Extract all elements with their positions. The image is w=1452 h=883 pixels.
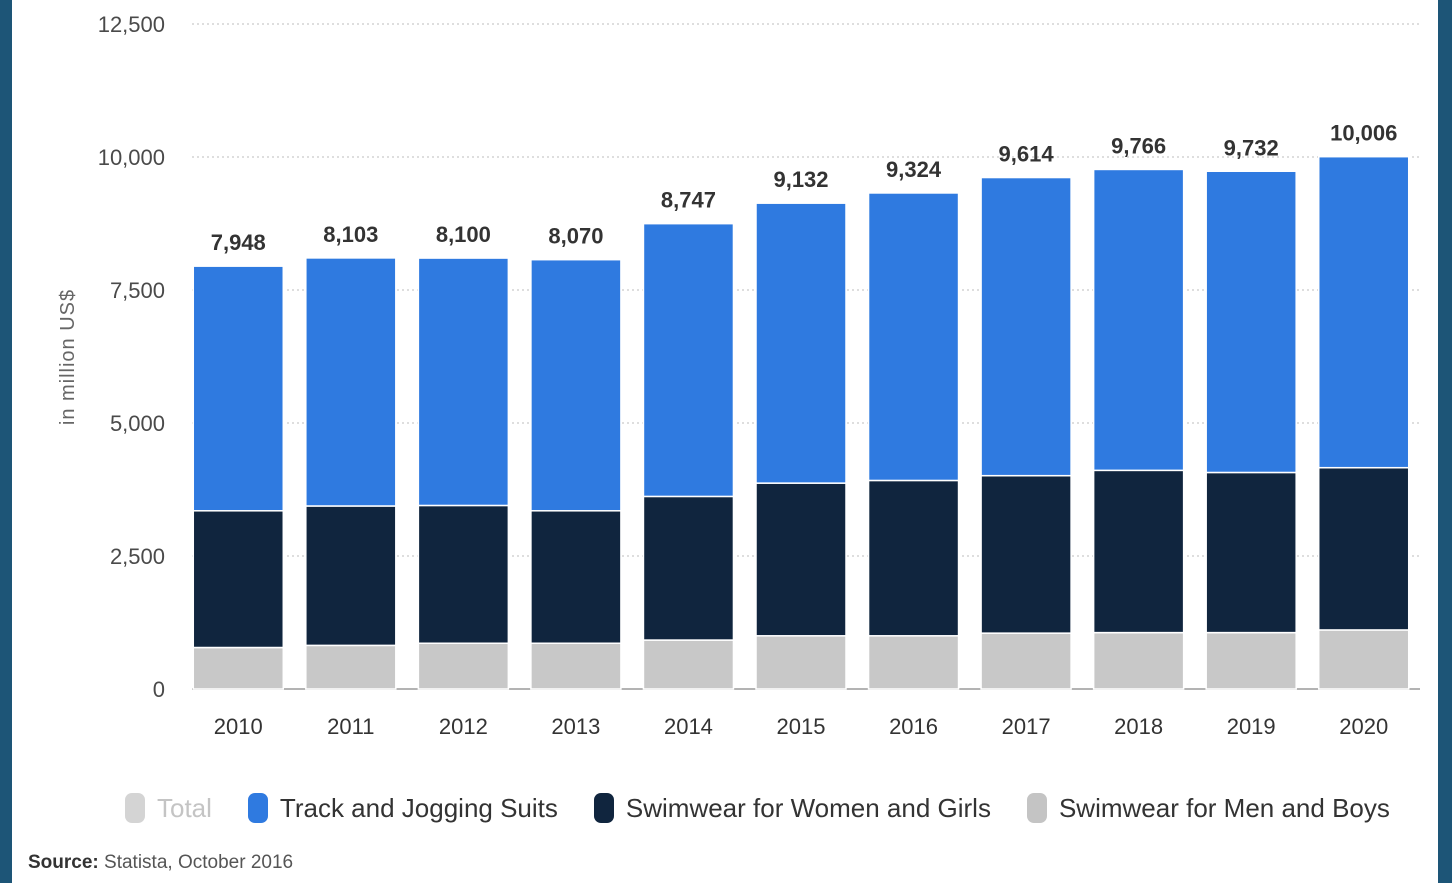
bar-segment (192, 646, 285, 690)
bar-segment (417, 504, 510, 644)
bar-segment (867, 192, 960, 482)
y-tick-label: 10,000 (98, 145, 165, 170)
bar-segment (530, 258, 622, 512)
total-data-label: 8,103 (323, 222, 378, 247)
legend-label: Swimwear for Men and Boys (1058, 792, 1390, 823)
bar-segment (1317, 629, 1410, 690)
source-note: Source: Statista, October 2016 (28, 852, 293, 874)
legend: Total Track and Jogging Suits Swimwear f… (125, 790, 1426, 826)
bar-segment (305, 257, 397, 507)
legend-swatch (593, 793, 614, 823)
x-tick-label: 2020 (1339, 714, 1388, 739)
bar-segment (642, 639, 735, 690)
bar-segment (1205, 471, 1297, 634)
x-tick-label: 2011 (327, 714, 374, 739)
total-data-label: 8,100 (436, 222, 491, 247)
bar-segment (417, 642, 510, 690)
bar-segment (192, 510, 285, 649)
bar-segment (755, 202, 847, 484)
bar-segment (417, 257, 510, 507)
bar-segment (530, 510, 622, 644)
bar-segment (305, 644, 397, 690)
bar-segment (1317, 155, 1410, 469)
x-tick-label: 2010 (214, 714, 263, 739)
bar-segment (530, 642, 622, 690)
bar-segment (1205, 631, 1297, 690)
bar-segment (642, 495, 735, 641)
total-data-label: 8,747 (661, 188, 716, 213)
source-text: Statista, October 2016 (98, 852, 294, 873)
legend-item-total[interactable]: Total (125, 793, 212, 824)
chart-panel: 0 2,500 5,000 7,500 10,000 12,500 in million U… (12, 0, 1438, 883)
x-tick-label: 2014 (664, 714, 713, 739)
bar-segment (1092, 469, 1185, 634)
bar-segment (755, 635, 847, 690)
bar-segment (1205, 170, 1297, 474)
total-data-label: 9,132 (773, 167, 828, 192)
x-tick-label: 2013 (551, 714, 600, 739)
legend-swatch (125, 793, 145, 823)
x-tick-label: 2017 (1002, 714, 1051, 739)
y-tick-label: 0 (153, 677, 165, 702)
x-tick-label: 2012 (439, 714, 488, 739)
bar-segment (305, 505, 397, 647)
total-data-label: 7,948 (211, 230, 266, 255)
x-tick-label: 2016 (889, 714, 938, 739)
bar-segment (867, 479, 960, 637)
total-data-label: 9,766 (1111, 133, 1166, 158)
legend-label: Total (157, 792, 212, 823)
bar-segment (867, 635, 960, 690)
bar-segment (980, 474, 1072, 634)
total-data-label: 9,614 (999, 142, 1055, 167)
total-data-label: 10,006 (1330, 121, 1397, 146)
legend-swatch (1026, 793, 1047, 823)
bar-segment (980, 176, 1072, 477)
source-prefix: Source: (28, 852, 99, 873)
total-data-label: 9,732 (1224, 135, 1279, 160)
bar-chart: 0 2,500 5,000 7,500 10,000 12,500 in million U… (57, 12, 1420, 739)
total-data-label: 8,070 (548, 224, 603, 249)
legend-swatch (247, 793, 268, 823)
x-tick-label: 2015 (777, 714, 826, 739)
bar-segment (755, 482, 847, 637)
bar-segment (980, 632, 1072, 690)
y-axis-title: in million US$ (57, 289, 79, 425)
bar-segment (1092, 631, 1185, 690)
legend-label: Track and Jogging Suits (279, 792, 558, 823)
x-tick-label: 2019 (1227, 714, 1276, 739)
bar-segment (1317, 466, 1410, 631)
legend-item-track-and-jogging-suits[interactable]: Track and Jogging Suits (247, 792, 558, 824)
total-data-label: 9,324 (886, 157, 942, 182)
bar-segment (1092, 168, 1185, 472)
bar-segment (642, 222, 735, 498)
legend-item-swimwear-men-boys[interactable]: Swimwear for Men and Boys (1026, 792, 1390, 824)
y-tick-label: 2,500 (110, 544, 165, 569)
x-tick-label: 2018 (1114, 714, 1163, 739)
bar-segment (192, 265, 285, 512)
legend-label: Swimwear for Women and Girls (625, 792, 991, 823)
y-tick-label: 12,500 (98, 12, 165, 37)
legend-item-swimwear-women-girls[interactable]: Swimwear for Women and Girls (593, 792, 991, 824)
y-tick-label: 7,500 (110, 278, 165, 303)
y-tick-label: 5,000 (110, 411, 165, 436)
